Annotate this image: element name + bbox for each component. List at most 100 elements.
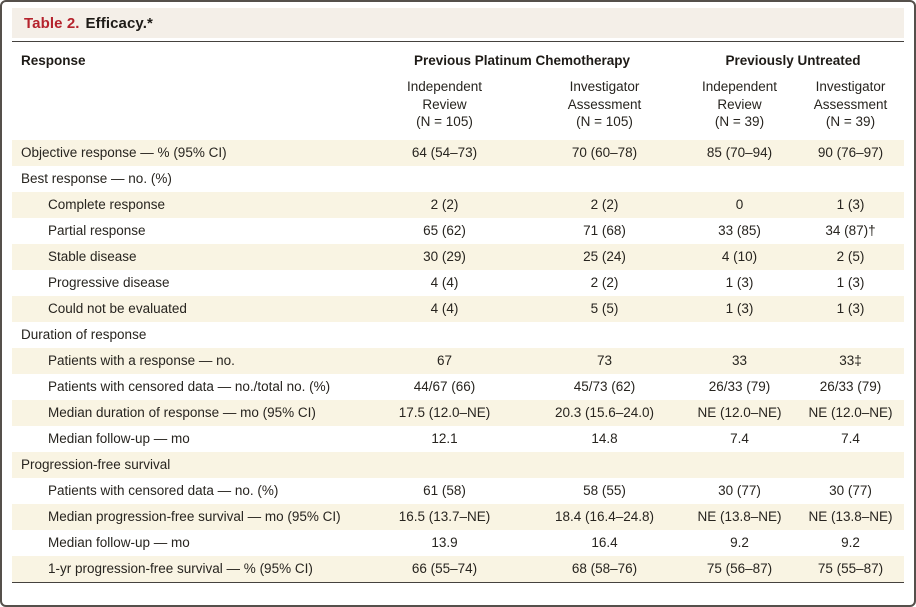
cell-value	[527, 322, 682, 348]
table-row: Patients with a response — no. 67 73 33 33‡	[12, 347, 905, 374]
cell-value: 1 (3)	[836, 197, 865, 213]
row-label: Patients with censored data — no. (%)	[48, 483, 279, 499]
cell-value: 30 (77)	[829, 483, 872, 499]
row-label: Complete response	[48, 197, 166, 213]
row-label: Partial response	[48, 223, 146, 239]
section-row: Best response — no. (%)	[12, 166, 904, 192]
cell-value: 33 (85)	[718, 223, 761, 239]
cell-value: 58 (55)	[583, 483, 626, 499]
table-number: Table 2.	[24, 15, 80, 32]
table-row: 1-yr progression-free survival — % (95% …	[12, 555, 905, 582]
cell-value: 64 (54–73)	[411, 145, 478, 161]
group-header-previously-untreated: Previously Untreated	[725, 53, 861, 68]
cell-value	[362, 452, 527, 478]
cell-value: 5 (5)	[590, 301, 619, 317]
table-row: Progressive disease 4 (4) 2 (2) 1 (3) 1 (3)	[12, 270, 904, 296]
cell-value: 90 (76–97)	[817, 145, 884, 161]
table-row: Complete response 2 (2) 2 (2) 0 1 (3)	[12, 191, 905, 218]
cell-value: 16.5 (13.7–NE)	[398, 509, 491, 525]
cell-value: 18.4 (16.4–24.8)	[554, 509, 655, 525]
column-header-investigator-assessment-n39: Investigator Assessment (N = 39)	[813, 79, 888, 130]
row-label: Best response — no. (%)	[21, 171, 172, 187]
table-row: Partial response 65 (62) 71 (68) 33 (85) 34 …	[12, 218, 904, 244]
cell-value: 68 (58–76)	[571, 561, 638, 577]
cell-value: NE (13.8–NE)	[808, 509, 893, 525]
row-label: Median follow-up — mo	[48, 535, 190, 551]
table-row: Stable disease 30 (29) 25 (24) 4 (10) 2 (5)	[12, 243, 905, 270]
cell-value: 45/73 (62)	[573, 379, 636, 395]
row-label: Patients with a response — no.	[48, 353, 235, 369]
cell-value: 75 (55–87)	[817, 561, 884, 577]
cell-value: NE (12.0–NE)	[808, 405, 893, 421]
row-label: 1-yr progression-free survival — % (95% …	[48, 561, 313, 577]
cell-value: 1 (3)	[836, 275, 865, 291]
group-header-row: Response Previous Platinum Chemotherapy …	[12, 42, 904, 69]
column-header-investigator-assessment-n105: Investigator Assessment (N = 105)	[567, 79, 642, 130]
cell-value: 30 (29)	[423, 249, 466, 265]
cell-value: 71 (68)	[583, 223, 626, 239]
cell-value: 75 (56–87)	[706, 561, 773, 577]
cell-value	[682, 452, 797, 478]
cell-value	[527, 452, 682, 478]
column-header-row: Independent Review (N = 105) Investigato…	[12, 69, 904, 140]
cell-value: 7.4	[730, 431, 749, 447]
cell-value: 17.5 (12.0–NE)	[398, 405, 491, 421]
table-row: Median follow-up — mo 12.1 14.8 7.4 7.4	[12, 426, 904, 452]
cell-value: 0	[735, 197, 744, 213]
group-header-previous-platinum: Previous Platinum Chemotherapy	[413, 53, 631, 68]
table-row: Could not be evaluated 4 (4) 5 (5) 1 (3) 1 (…	[12, 295, 905, 322]
cell-value: 70 (60–78)	[571, 145, 638, 161]
table-header: Response Previous Platinum Chemotherapy …	[12, 42, 904, 140]
cell-value: 2 (2)	[590, 275, 619, 291]
column-header-independent-review-n105: Independent Review (N = 105)	[406, 79, 483, 130]
cell-value: 4 (4)	[430, 301, 459, 317]
cell-value: 33	[731, 353, 748, 369]
cell-value: 2 (5)	[836, 249, 865, 265]
cell-value: 34 (87)†	[825, 223, 876, 239]
cell-value: 85 (70–94)	[706, 145, 773, 161]
cell-value	[797, 322, 904, 348]
cell-value	[797, 166, 904, 192]
row-label: Median duration of response — mo (95% CI…	[48, 405, 316, 421]
cell-value: NE (13.8–NE)	[697, 509, 782, 525]
table-title-bar: Table 2. Efficacy.*	[12, 8, 904, 38]
cell-value: 9.2	[730, 535, 749, 551]
row-label: Progressive disease	[48, 275, 170, 291]
table-row: Median duration of response — mo (95% CI…	[12, 399, 905, 426]
row-label: Objective response — % (95% CI)	[21, 145, 227, 161]
cell-value: 13.9	[431, 535, 458, 551]
cell-value: 1 (3)	[725, 275, 754, 291]
table-row: Objective response — % (95% CI) 64 (54–73…	[12, 139, 905, 166]
row-label: Stable disease	[48, 249, 137, 265]
cell-value	[682, 166, 797, 192]
cell-value: 44/67 (66)	[413, 379, 476, 395]
cell-value	[362, 322, 527, 348]
cell-value: 4 (10)	[721, 249, 758, 265]
row-label: Could not be evaluated	[48, 301, 187, 317]
cell-value: 2 (2)	[590, 197, 619, 213]
section-row: Duration of response	[12, 322, 904, 348]
row-label: Progression-free survival	[21, 457, 171, 473]
column-header-independent-review-n39: Independent Review (N = 39)	[701, 79, 778, 130]
cell-value: 9.2	[841, 535, 860, 551]
cell-value	[362, 166, 527, 192]
table-row: Median progression-free survival — mo (9…	[12, 503, 905, 530]
cell-value	[527, 166, 682, 192]
cell-value: 20.3 (15.6–24.0)	[554, 405, 655, 421]
row-label: Median progression-free survival — mo (9…	[48, 509, 341, 525]
cell-value: 26/33 (79)	[819, 379, 882, 395]
cell-value: 4 (4)	[430, 275, 459, 291]
cell-value: 61 (58)	[423, 483, 466, 499]
row-label: Median follow-up — mo	[48, 431, 190, 447]
cell-value: 1 (3)	[725, 301, 754, 317]
cell-value: 26/33 (79)	[708, 379, 771, 395]
table-bottom-rule	[12, 581, 904, 583]
table-body: Objective response — % (95% CI) 64 (54–73…	[12, 139, 905, 582]
cell-value: 7.4	[841, 431, 860, 447]
cell-value: 65 (62)	[423, 223, 466, 239]
cell-value: 66 (55–74)	[411, 561, 478, 577]
table-row: Patients with censored data — no./total …	[12, 374, 904, 400]
section-row: Progression-free survival	[12, 451, 905, 478]
cell-value: 2 (2)	[430, 197, 459, 213]
